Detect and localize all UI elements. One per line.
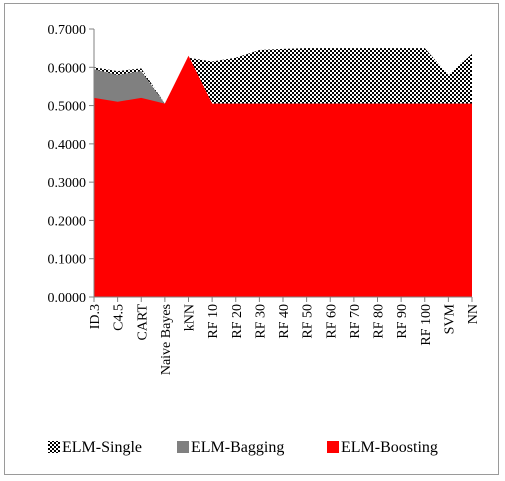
x-tick-label: RF 60 <box>324 304 339 339</box>
legend-item-elm-single: ELM-Single <box>48 439 142 456</box>
x-tick-label: CART <box>135 304 150 341</box>
legend-item-elm-bagging: ELM-Bagging <box>177 439 284 456</box>
x-tick-label: ID.3 <box>88 304 103 329</box>
x-tick-label: RF 10 <box>206 304 221 339</box>
x-tick-label: RF 50 <box>301 304 316 339</box>
y-tick-label: 0.1000 <box>48 253 87 268</box>
legend-item-elm-boosting: ELM-Boosting <box>327 439 438 456</box>
x-tick-label: RF 20 <box>230 304 245 339</box>
x-tick-label: RF 80 <box>372 304 387 339</box>
y-tick-label: 0.0000 <box>48 291 87 306</box>
y-tick-label: 0.5000 <box>48 100 87 115</box>
legend-label: ELM-Single <box>62 439 142 456</box>
y-tick-label: 0.7000 <box>48 23 87 38</box>
x-tick-label: RF 40 <box>277 304 292 339</box>
x-tick-label: RF 30 <box>253 304 268 339</box>
y-tick-label: 0.3000 <box>48 176 87 191</box>
x-tick-label: RF 90 <box>395 304 410 339</box>
legend-swatch <box>177 441 189 453</box>
legend-swatch <box>48 441 60 453</box>
y-tick-label: 0.6000 <box>48 61 87 76</box>
legend-label: ELM-Bagging <box>191 439 284 456</box>
x-tick-label: kNN <box>183 304 198 331</box>
series-area-elm-boosting <box>94 55 472 297</box>
x-tick-label: RF 100 <box>419 304 434 346</box>
legend-swatch <box>327 441 339 453</box>
y-tick-label: 0.4000 <box>48 138 87 153</box>
x-tick-label: NN <box>466 304 481 324</box>
x-tick-label: RF 70 <box>348 304 363 339</box>
y-tick-label: 0.2000 <box>48 214 87 229</box>
legend-label: ELM-Boosting <box>341 439 438 456</box>
x-tick-label: SVM <box>442 303 457 334</box>
x-tick-label: C4.5 <box>112 304 127 331</box>
x-tick-label: Naive Bayes <box>159 304 174 375</box>
